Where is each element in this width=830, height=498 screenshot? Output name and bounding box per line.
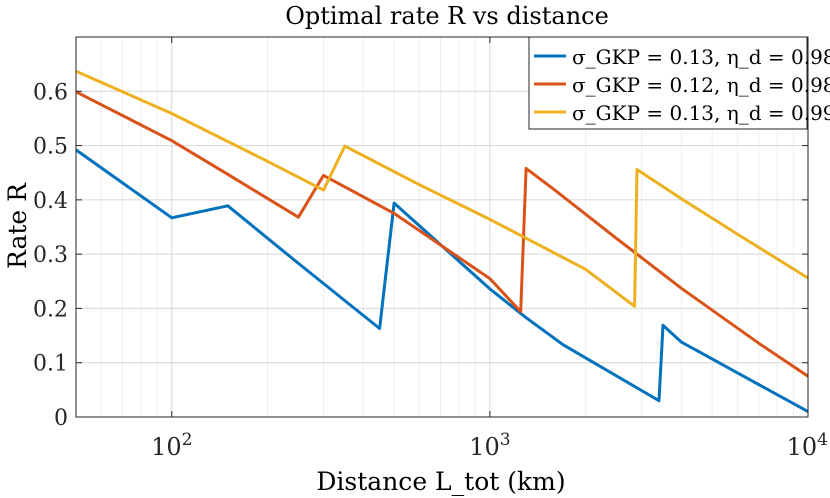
y-tick-label: 0.6	[33, 80, 68, 105]
legend-label: σ_GKP = 0.12, η_d = 0.98	[572, 73, 830, 97]
series-line-1	[75, 148, 809, 413]
y-tick-label: 0.5	[33, 135, 68, 160]
y-tick-labels: 0 0.1 0.2 0.3 0.4 0.5 0.6	[33, 80, 68, 431]
legend-label: σ_GKP = 0.13, η_d = 0.99	[572, 101, 830, 125]
x-axis-label: Distance L_tot (km)	[316, 467, 565, 496]
tick-marks	[76, 37, 809, 418]
legend: σ_GKP = 0.13, η_d = 0.98 σ_GKP = 0.12, η_…	[528, 36, 830, 130]
series-line-2	[75, 90, 809, 378]
legend-label: σ_GKP = 0.13, η_d = 0.98	[572, 45, 830, 69]
major-grid	[76, 37, 808, 417]
y-tick-label: 0.1	[33, 352, 68, 377]
series-layer	[75, 69, 809, 413]
minor-grid	[100, 37, 794, 417]
chart-title: Optimal rate R vs distance	[285, 2, 609, 30]
y-tick-label: 0.4	[33, 189, 68, 214]
y-tick-label: 0	[54, 406, 68, 431]
plot-frame	[75, 36, 809, 418]
x-tick-label: 103	[469, 430, 510, 461]
x-tick-labels: 102 103 104	[151, 430, 828, 461]
x-tick-label: 102	[151, 430, 192, 461]
x-tick-label: 104	[787, 430, 828, 461]
y-axis-label: Rate R	[3, 182, 32, 269]
y-tick-label: 0.2	[33, 297, 68, 322]
legend-box	[528, 36, 808, 130]
legend-entries: σ_GKP = 0.13, η_d = 0.98 σ_GKP = 0.12, η_…	[534, 45, 830, 125]
y-tick-label: 0.3	[33, 243, 68, 268]
